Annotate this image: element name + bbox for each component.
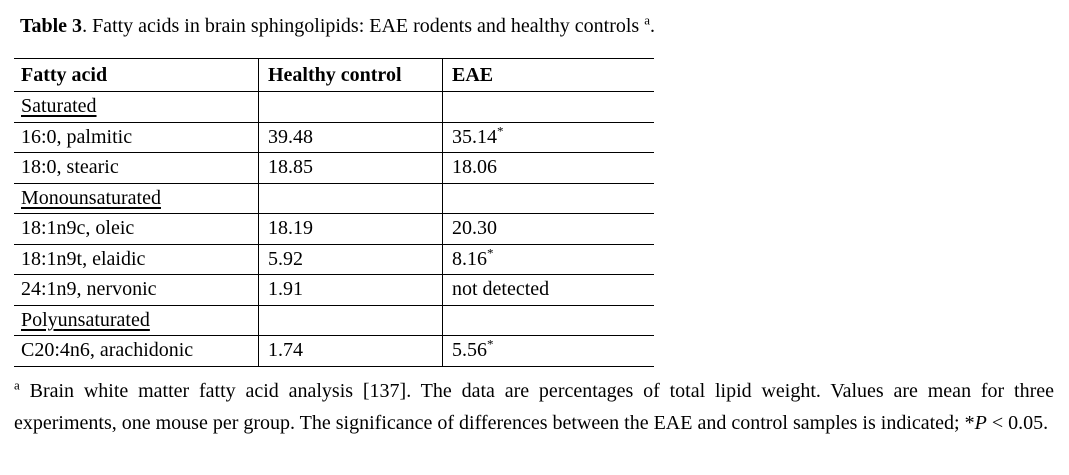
significance-asterisk: * <box>487 245 494 261</box>
category-row: Monounsaturated <box>14 183 654 214</box>
table-caption-text: . Fatty acids in brain sphingolipids: EA… <box>82 15 645 37</box>
footnote-p-symbol: P <box>974 411 987 434</box>
fatty-acid-name: 18:0, stearic <box>21 156 119 179</box>
header-healthy-control: Healthy control <box>258 58 443 92</box>
fatty-acid-name-cell: Polyunsaturated <box>14 305 259 336</box>
healthy-control-value: 18.19 <box>258 213 443 244</box>
significance-asterisk: * <box>487 336 494 352</box>
table-caption-number: Table 3 <box>20 15 83 37</box>
fatty-acid-name-cell: 16:0, palmitic <box>14 122 259 153</box>
fatty-acid-name-cell: Saturated <box>14 92 259 123</box>
category-row: Saturated <box>14 91 654 123</box>
fatty-acid-name-cell: Monounsaturated <box>14 183 259 214</box>
category-row: Polyunsaturated <box>14 305 654 336</box>
fatty-acids-table: Fatty acid Healthy control EAE Saturated… <box>14 58 654 367</box>
data-row: 24:1n9, nervonic 1.91 not detected <box>14 274 654 306</box>
fatty-acid-name: 16:0, palmitic <box>21 125 133 148</box>
table-caption: Table 3. Fatty acids in brain sphingolip… <box>0 0 1069 38</box>
healthy-control-value: 18.85 <box>258 152 443 183</box>
fatty-acid-name-cell: 18:1n9t, elaidic <box>14 244 259 275</box>
fatty-acid-name: Saturated <box>21 95 97 118</box>
healthy-control-value <box>258 183 443 214</box>
fatty-acid-name: Polyunsaturated <box>21 308 150 331</box>
header-fatty-acid: Fatty acid <box>21 63 108 86</box>
data-row: 16:0, palmitic 39.48 35.14* <box>14 122 654 153</box>
healthy-control-value: 1.74 <box>258 335 443 366</box>
healthy-control-value <box>258 91 443 122</box>
fatty-acid-name: 18:1n9c, oleic <box>21 217 135 240</box>
table-caption-footnote-marker: a <box>644 12 650 28</box>
eae-value: not detected <box>442 274 654 305</box>
header-eae: EAE <box>442 58 654 92</box>
header-row: Fatty acid Healthy control EAE <box>14 58 654 92</box>
fatty-acid-name-cell: 18:0, stearic <box>14 153 259 184</box>
healthy-control-value: 39.48 <box>258 122 443 153</box>
eae-value: 5.56* <box>442 335 654 366</box>
fatty-acid-name: Monounsaturated <box>21 186 161 209</box>
data-row: 18:1n9t, elaidic 5.92 8.16* <box>14 244 654 275</box>
fatty-acid-name-cell: C20:4n6, arachidonic <box>14 336 259 367</box>
healthy-control-value <box>258 305 443 336</box>
data-row: 18:0, stearic 18.85 18.06 <box>14 152 654 184</box>
data-row: 18:1n9c, oleic 18.19 20.30 <box>14 213 654 245</box>
data-row: C20:4n6, arachidonic 1.74 5.56* <box>14 335 654 367</box>
eae-value: 20.30 <box>442 213 654 244</box>
fatty-acid-name: 18:1n9t, elaidic <box>21 247 146 270</box>
footnote-text: Brain white matter fatty acid analysis [… <box>14 379 1054 434</box>
footnote-tail: < 0.05. <box>986 411 1049 434</box>
footnote-marker: a <box>14 376 20 392</box>
table-caption-period: . <box>649 15 655 37</box>
eae-value <box>442 91 654 122</box>
fatty-acid-table-body: Saturated 16:0, palmitic 39.48 35.14* 18:0, … <box>14 91 654 367</box>
healthy-control-value: 1.91 <box>258 274 443 305</box>
fatty-acid-name: 24:1n9, nervonic <box>21 278 157 301</box>
eae-value: 35.14* <box>442 122 654 153</box>
fatty-acid-name-cell: 24:1n9, nervonic <box>14 275 259 306</box>
fatty-acid-name-cell: 18:1n9c, oleic <box>14 214 259 245</box>
healthy-control-value: 5.92 <box>258 244 443 275</box>
eae-value: 18.06 <box>442 152 654 183</box>
fatty-acid-name: C20:4n6, arachidonic <box>21 339 194 362</box>
eae-value <box>442 305 654 336</box>
footnote: a Brain white matter fatty acid analysis… <box>14 375 1054 439</box>
eae-value: 8.16* <box>442 244 654 275</box>
significance-asterisk: * <box>497 123 504 139</box>
eae-value <box>442 183 654 214</box>
